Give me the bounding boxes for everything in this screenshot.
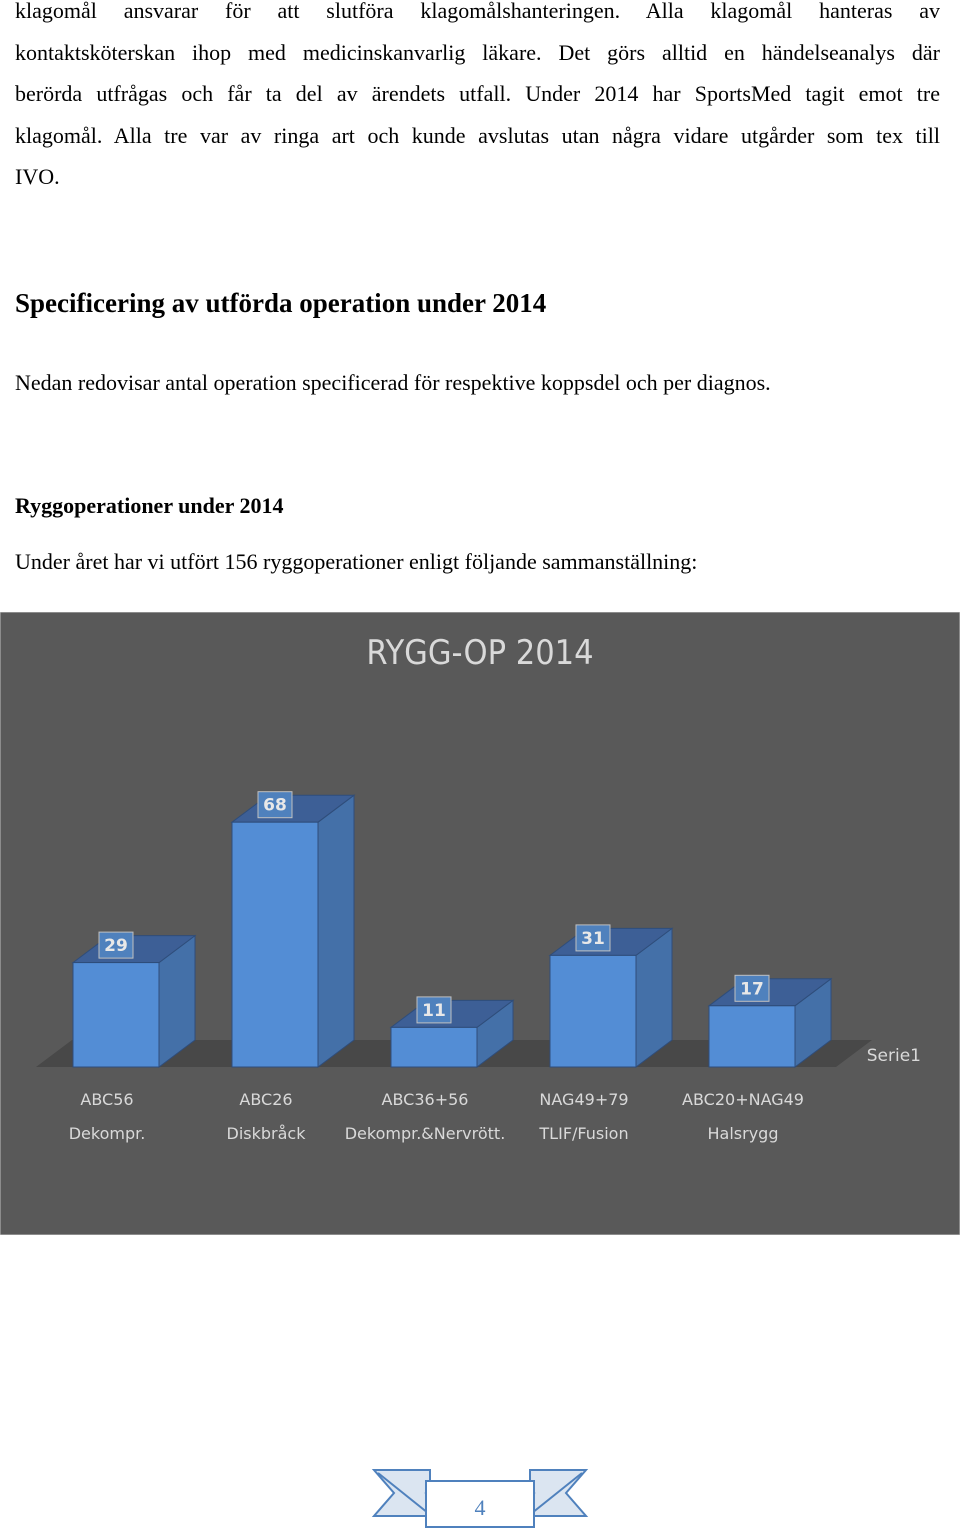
category-label-line: ABC56: [80, 1090, 133, 1109]
data-label-box: [257, 791, 293, 819]
category-label-line: ABC36+56: [382, 1090, 469, 1109]
chart-category-labels: ABC56 Dekompr. ABC26 Diskbråck ABC36+56 Dekom…: [69, 1090, 804, 1143]
category-label-line: Dekompr.&Nervrött.: [345, 1124, 506, 1143]
ribbon-icon: [371, 1469, 589, 1517]
data-label-box: [416, 996, 452, 1024]
data-label-text: 29: [104, 936, 128, 956]
bar: [71, 934, 197, 1068]
bar: [707, 977, 833, 1068]
page-footer: 4: [371, 1469, 589, 1528]
category-label: ABC36+56 Dekompr.&Nervrött.: [345, 1090, 506, 1143]
section-heading: Specificering av utförda operation under…: [15, 288, 547, 318]
page-number: 4: [475, 1495, 486, 1520]
category-label: ABC20+NAG49 Halsrygg: [682, 1090, 804, 1143]
page-number-box: [425, 1480, 535, 1528]
category-label-line: TLIF/Fusion: [538, 1124, 628, 1143]
subsection-heading: Ryggoperationer under 2014: [15, 493, 284, 518]
bar-front: [549, 954, 637, 1068]
chart-bars: [71, 794, 833, 1068]
data-label-text: 68: [263, 796, 287, 816]
bar: [230, 794, 356, 1068]
chart-title: RYGG-OP 2014: [366, 633, 593, 673]
category-label: ABC26 Diskbråck: [227, 1090, 307, 1143]
category-label-line: ABC26: [239, 1090, 292, 1109]
category-label-line: NAG49+79: [539, 1090, 628, 1109]
data-label: 68: [257, 791, 293, 819]
bar-side: [317, 794, 355, 1068]
bar-front: [72, 962, 160, 1068]
intro-line: IVO.: [15, 164, 60, 189]
intro-line: klagomål ansvarar för att slutföra klago…: [15, 0, 940, 23]
data-label-text: 31: [581, 929, 605, 949]
data-label: 17: [734, 974, 770, 1002]
chart-data-labels: 29 68 11 31 17: [98, 791, 770, 1024]
bar: [548, 927, 674, 1068]
data-label: 31: [575, 924, 611, 952]
section-text: Nedan redovisar antal operation specific…: [15, 370, 771, 395]
intro-line: kontaktsköterskan ihop med medicinskanva…: [15, 39, 940, 65]
data-label-box: [98, 931, 134, 959]
category-label: ABC56 Dekompr.: [69, 1090, 146, 1143]
chart-background: [0, 612, 960, 1235]
data-label-text: 17: [740, 979, 764, 999]
category-label-line: Halsrygg: [708, 1124, 779, 1143]
data-label-text: 11: [422, 1001, 446, 1021]
intro-line: klagomål. Alla tre var av ringa art och …: [15, 122, 940, 148]
subsection-text: Under året har vi utfört 156 ryggoperati…: [15, 549, 698, 574]
category-label-line: Dekompr.: [69, 1124, 146, 1143]
intro-line: berörda utfrågas och får ta del av ärend…: [15, 81, 940, 106]
data-label-box: [575, 924, 611, 952]
category-label: NAG49+79 TLIF/Fusion: [538, 1090, 628, 1143]
category-label-line: ABC20+NAG49: [682, 1090, 804, 1109]
category-label-line: Diskbråck: [227, 1124, 307, 1143]
legend-entry: Serie1: [867, 1046, 921, 1066]
data-label: 29: [98, 931, 134, 959]
bar-front: [231, 821, 319, 1068]
bar-front: [708, 1005, 796, 1068]
intro-paragraph: klagomål ansvarar för att slutföra klago…: [15, 0, 940, 198]
data-label-box: [734, 974, 770, 1002]
bar-front: [390, 1026, 478, 1068]
data-label: 11: [416, 996, 452, 1024]
